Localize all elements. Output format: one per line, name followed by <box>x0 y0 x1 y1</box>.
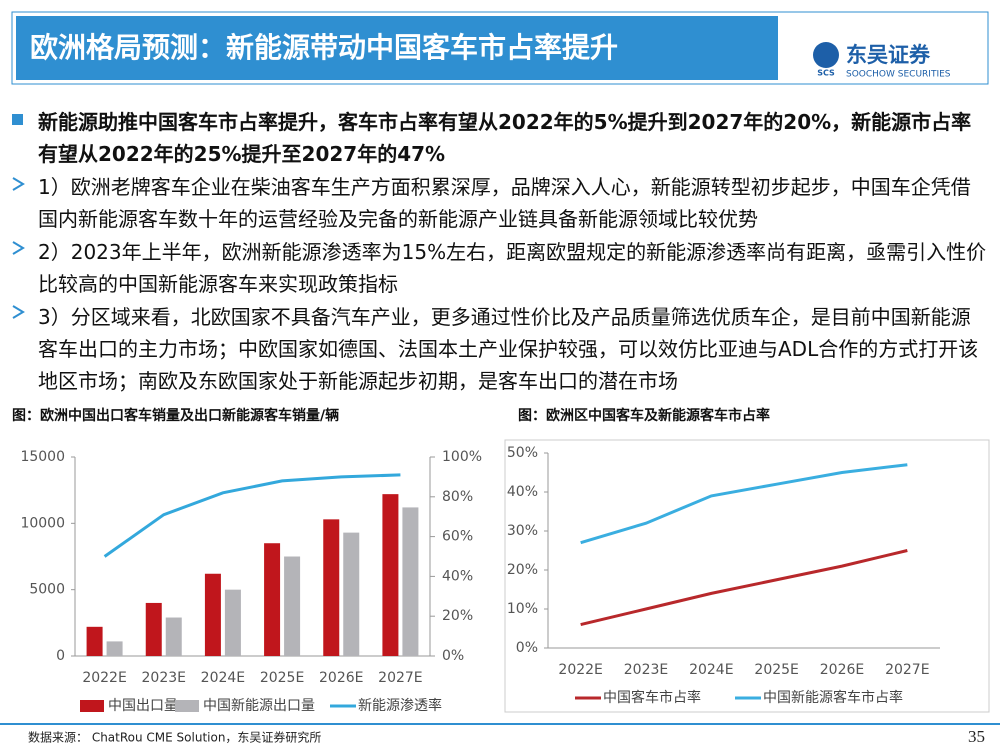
legend-label: 中国出口量 <box>108 698 178 714</box>
bar <box>284 556 301 656</box>
y-tick-label: 15000 <box>20 449 65 465</box>
x-tick-label: 2024E <box>201 670 245 686</box>
line <box>103 473 401 558</box>
page-number: 35 <box>968 727 985 746</box>
title-frame <box>11 11 989 85</box>
logo-mark: SCS <box>817 69 835 78</box>
x-tick-label: 2025E <box>754 662 798 678</box>
bullet-arrow <box>12 305 25 319</box>
y2-tick-label: 40% <box>442 568 473 584</box>
x-tick-label: 2026E <box>319 670 363 686</box>
legend-label: 中国新能源客车市占率 <box>763 689 903 706</box>
chart-title: 图：欧洲中国出口客车销量及出口新能源客车销量/辆 <box>12 407 339 424</box>
bar <box>343 532 360 656</box>
logo-icon <box>813 42 839 68</box>
line <box>580 463 908 545</box>
bullet-square <box>12 114 23 125</box>
y-tick-label: 0 <box>56 648 65 664</box>
y-tick-label: 10% <box>507 601 538 617</box>
y-tick-label: 30% <box>507 523 538 539</box>
bar <box>165 617 182 656</box>
x-tick-label: 2026E <box>820 662 864 678</box>
x-tick-label: 2027E <box>378 670 422 686</box>
x-tick-label: 2024E <box>689 662 733 678</box>
chart-frame <box>504 439 990 713</box>
legend-swatch <box>175 700 199 712</box>
bar <box>382 494 399 656</box>
x-tick-label: 2022E <box>82 670 126 686</box>
bar <box>402 507 419 656</box>
y-tick-label: 0% <box>516 640 538 656</box>
x-tick-label: 2025E <box>260 670 304 686</box>
bar <box>264 543 281 656</box>
y2-tick-label: 80% <box>442 489 473 505</box>
y-tick-label: 40% <box>507 484 538 500</box>
bar <box>204 573 221 656</box>
title-bar <box>16 16 778 80</box>
x-tick-label: 2027E <box>885 662 929 678</box>
slide-title: 欧洲格局预测：新能源带动中国客车市占率提升 <box>30 31 618 64</box>
bullet: 新能源助推中国客车市占率提升，客车市占率有望从2022年的5%提升到2027年的… <box>38 110 972 166</box>
legend-swatch <box>80 700 104 712</box>
bullet-arrow <box>12 241 25 255</box>
line <box>580 549 908 627</box>
y-tick-label: 50% <box>507 445 538 461</box>
bar <box>106 641 123 656</box>
y-tick-label: 20% <box>507 562 538 578</box>
legend-label: 中国客车市占率 <box>603 689 701 706</box>
x-tick-label: 2023E <box>142 670 186 686</box>
logo-cn: 东吴证券 <box>846 43 931 67</box>
bullet-list: 新能源助推中国客车市占率提升，客车市占率有望从2022年的5%提升到2027年的… <box>38 106 988 398</box>
y2-tick-label: 60% <box>442 529 473 545</box>
y2-tick-label: 0% <box>442 648 464 664</box>
bar <box>145 602 162 656</box>
bar <box>224 589 241 656</box>
bullet: 2）2023年上半年，欧洲新能源渗透率为15%左右，距离欧盟规定的新能源渗透率尚… <box>38 240 987 296</box>
chart-title: 图：欧洲区中国客车及新能源客车市占率 <box>518 407 770 424</box>
y2-tick-label: 20% <box>442 608 473 624</box>
y-tick-label: 10000 <box>20 515 65 531</box>
y2-tick-label: 100% <box>442 449 482 465</box>
x-tick-label: 2023E <box>624 662 668 678</box>
bullet: 3）分区域来看，北欧国家不具备汽车产业，更多通过性价比及产品质量筛选优质车企，是… <box>38 305 979 393</box>
source: 数据来源： ChatRou CME Solution，东吴证券研究所 <box>28 730 321 745</box>
bullet-arrow <box>12 177 25 191</box>
x-tick-label: 2022E <box>558 662 602 678</box>
legend-label: 新能源渗透率 <box>358 697 442 714</box>
bar <box>323 519 340 656</box>
logo-en: SOOCHOW SECURITIES <box>846 70 951 80</box>
legend-label: 中国新能源出口量 <box>203 698 315 714</box>
bullet: 1）欧洲老牌客车企业在柴油客车生产方面积累深厚，品牌深入人心，新能源转型初步起步… <box>38 175 971 231</box>
y-tick-label: 5000 <box>29 582 65 598</box>
bar <box>86 626 103 656</box>
